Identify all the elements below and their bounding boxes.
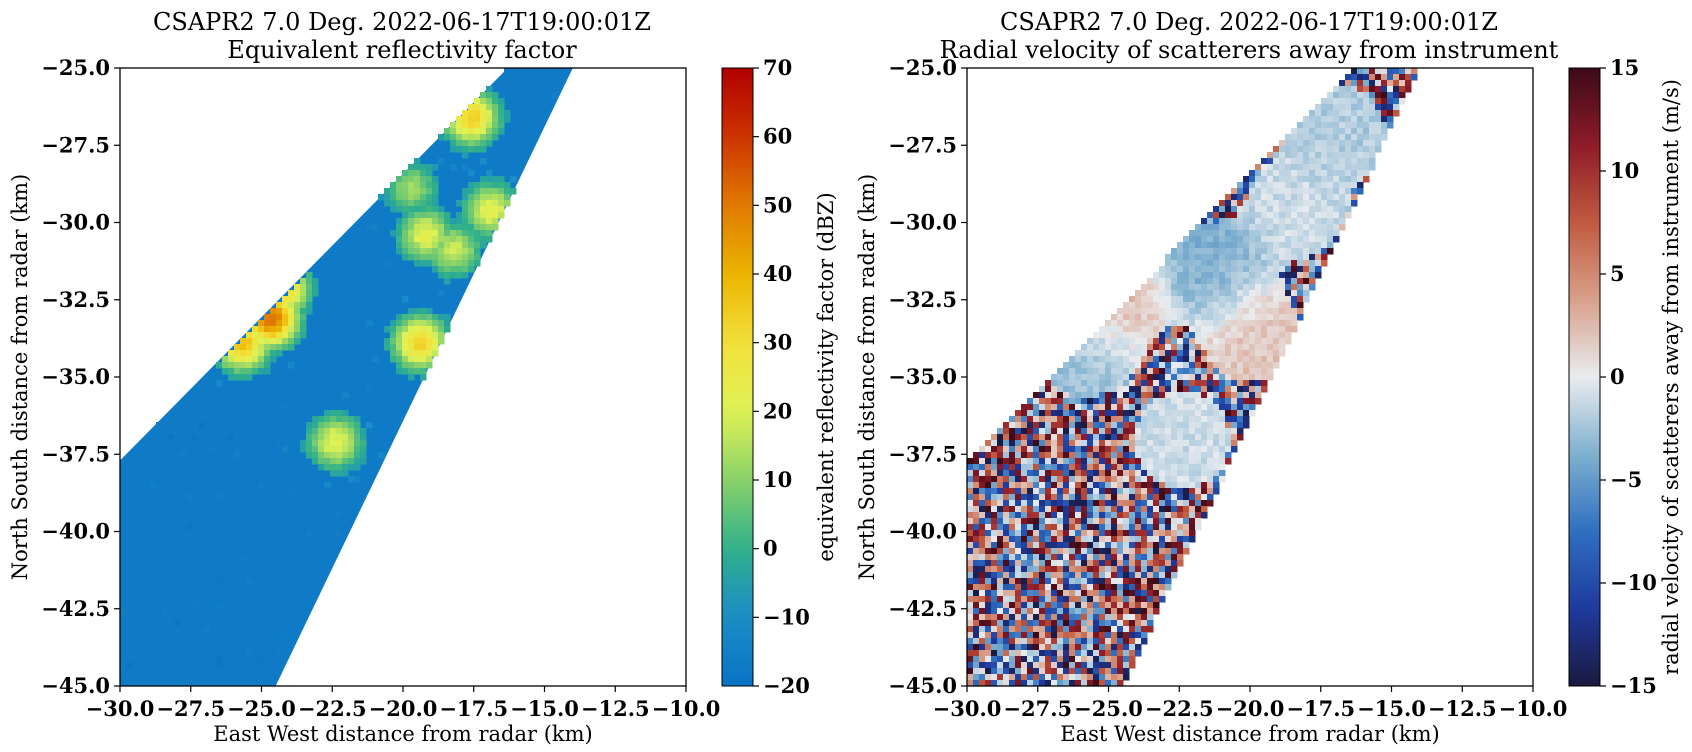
x-tick-label: −27.5: [156, 696, 225, 721]
x-axis-ticks: −30.0 −27.5 −25.0 −22.5 −20.0 −17.5 −15.0 −12.5…: [933, 686, 1568, 721]
colorbar-tick-label: 15: [1610, 55, 1639, 80]
colorbar-tick-label: −20: [763, 673, 810, 698]
y-tick-label: −25.0: [888, 55, 957, 80]
panel-title: CSAPR2 7.0 Deg. 2022-06-17T19:00:01Z: [1000, 8, 1498, 36]
y-tick-label: −45.0: [41, 673, 110, 698]
x-tick-label: −22.5: [1145, 696, 1214, 721]
x-tick-label: −25.0: [227, 696, 296, 721]
y-tick-label: −25.0: [41, 55, 110, 80]
y-axis-ticks: −25.0 −27.5 −30.0 −32.5 −35.0 −37.5 −40.0 −42.5…: [41, 55, 120, 698]
velocity-cells: [967, 68, 1418, 686]
x-tick-label: −17.5: [1286, 696, 1355, 721]
y-tick-label: −27.5: [888, 132, 957, 157]
y-tick-label: −45.0: [888, 673, 957, 698]
y-tick-label: −40.0: [888, 519, 957, 544]
x-tick-label: −12.5: [581, 696, 650, 721]
colorbar-tick-label: 30: [763, 330, 792, 355]
x-axis-label: East West distance from radar (km): [1060, 722, 1440, 746]
y-tick-label: −42.5: [888, 596, 957, 621]
x-tick-label: −10.0: [652, 696, 721, 721]
y-tick-label: −32.5: [41, 287, 110, 312]
colorbar-tick-label: 0: [763, 536, 778, 561]
x-tick-label: −20.0: [369, 696, 438, 721]
x-axis-ticks: −30.0 −27.5 −25.0 −22.5 −20.0 −17.5 −15.0 −12.5…: [86, 686, 721, 721]
y-tick-label: −32.5: [888, 287, 957, 312]
x-tick-label: −20.0: [1216, 696, 1285, 721]
x-tick-label: −12.5: [1428, 696, 1497, 721]
x-tick-label: −22.5: [298, 696, 367, 721]
y-tick-label: −35.0: [41, 364, 110, 389]
colorbar-label: radial velocity of scatterers away from …: [1659, 79, 1683, 675]
y-tick-label: −37.5: [888, 441, 957, 466]
y-tick-label: −27.5: [41, 132, 110, 157]
x-axis-label: East West distance from radar (km): [213, 722, 593, 746]
colorbar-tick-label: 10: [763, 467, 792, 492]
x-tick-label: −30.0: [86, 696, 155, 721]
x-tick-label: −30.0: [933, 696, 1002, 721]
y-tick-label: −40.0: [41, 519, 110, 544]
panel-subtitle: Equivalent reflectivity factor: [227, 36, 577, 64]
y-tick-label: −30.0: [41, 210, 110, 235]
colorbar: [721, 67, 754, 687]
velocity-field: [967, 68, 1418, 686]
colorbar: [1568, 67, 1601, 687]
x-tick-label: −15.0: [510, 696, 579, 721]
sector-background: [120, 68, 573, 686]
colorbar-tick-label: 5: [1610, 261, 1625, 286]
echo-cells: [120, 68, 559, 686]
x-tick-label: −10.0: [1499, 696, 1568, 721]
colorbar-tick-label: −15: [1610, 673, 1657, 698]
y-tick-label: −42.5: [41, 596, 110, 621]
y-axis-ticks: −25.0 −27.5 −30.0 −32.5 −35.0 −37.5 −40.0 −42.5…: [888, 55, 967, 698]
y-tick-label: −30.0: [888, 210, 957, 235]
y-axis-label: North South distance from radar (km): [8, 174, 32, 580]
colorbar-tick-label: 60: [763, 124, 792, 149]
colorbar-tick-label: −10: [1610, 570, 1657, 595]
x-tick-label: −17.5: [439, 696, 508, 721]
colorbar-tick-label: 50: [763, 192, 792, 217]
x-tick-label: −15.0: [1357, 696, 1426, 721]
colorbar-tick-label: −10: [763, 604, 810, 629]
panel-title: CSAPR2 7.0 Deg. 2022-06-17T19:00:01Z: [153, 8, 651, 36]
colorbar-ticks: 70 60 50 40 30 20 10 0 −10 −20: [753, 55, 810, 698]
y-axis-label: North South distance from radar (km): [855, 174, 879, 580]
colorbar-ticks: 15 10 5 0 −5 −10 −15: [1600, 55, 1657, 698]
panel-subtitle: Radial velocity of scatterers away from …: [940, 36, 1559, 64]
y-tick-label: −35.0: [888, 364, 957, 389]
x-tick-label: −27.5: [1003, 696, 1072, 721]
colorbar-tick-label: 70: [763, 55, 792, 80]
reflectivity-panel: CSAPR2 7.0 Deg. 2022-06-17T19:00:01Z Equ…: [8, 8, 838, 746]
x-tick-label: −25.0: [1074, 696, 1143, 721]
colorbar-tick-label: 10: [1610, 158, 1639, 183]
colorbar-tick-label: 20: [763, 398, 792, 423]
reflectivity-field: [120, 68, 573, 686]
colorbar-tick-label: 40: [763, 261, 792, 286]
colorbar-label: equivalent reflectivity factor (dBZ): [814, 192, 838, 561]
y-tick-label: −37.5: [41, 441, 110, 466]
colorbar-tick-label: −5: [1610, 467, 1642, 492]
colorbar-tick-label: 0: [1610, 364, 1625, 389]
velocity-panel: CSAPR2 7.0 Deg. 2022-06-17T19:00:01Z Rad…: [855, 8, 1683, 746]
